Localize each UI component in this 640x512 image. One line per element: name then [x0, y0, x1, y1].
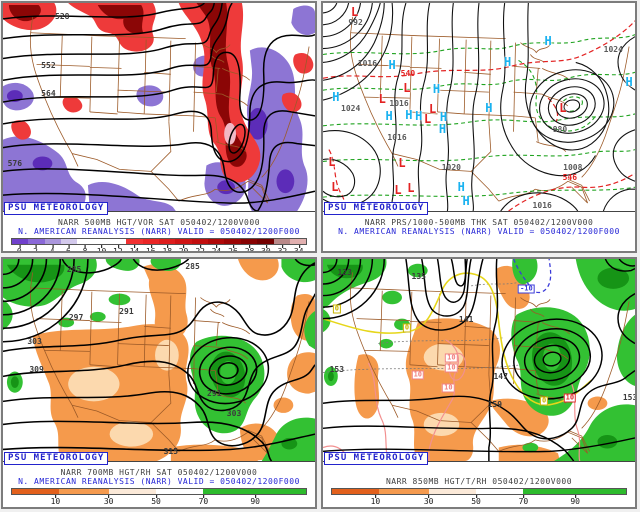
height-contours-700mb	[3, 259, 315, 461]
colorbar-segment	[523, 489, 626, 494]
colorbar-tick-label: 70	[198, 495, 209, 506]
colorbar-tick-label: 90	[570, 495, 581, 506]
colorbar-tick-label: 90	[250, 495, 261, 506]
colorbar-segment	[44, 239, 62, 244]
intermediate-contours	[323, 281, 521, 373]
psu-badge: PSU METEOROLOGY	[4, 452, 109, 465]
colorbar-tick-label: 16	[146, 245, 156, 251]
psu-badge: PSU METEOROLOGY	[324, 452, 429, 465]
colorbar-ticks: 0 2 4 6 8 10 12 14 16 18 20 22 24 26 28 30 32 34	[11, 245, 307, 251]
caption-line2: N. AMERICAN REANALYSIS (NARR) VALID = 05…	[338, 227, 620, 236]
colorbar-segment	[156, 489, 204, 494]
colorbar-segment	[175, 239, 192, 244]
colorbar-tick-label: 50	[471, 495, 481, 506]
vorticity-fill-purple-core	[6, 90, 295, 195]
colorbar-segment	[476, 489, 524, 494]
colorbar-tick-label: 14	[130, 245, 139, 251]
colorbar-tick-label: 30	[103, 495, 114, 506]
colorbar	[11, 488, 307, 495]
colorbar-segment	[61, 239, 78, 244]
colorbar-segment	[93, 239, 111, 244]
colorbar-tick-label: 24	[212, 245, 221, 251]
colorbar-tick-label: 34	[294, 245, 304, 251]
colorbar-ticks: 10 30 50 70 90	[331, 495, 627, 507]
map-pressure: 992 1016 1024 1016 1016 1024 1020 1008 980 1016 54…	[323, 3, 635, 215]
colorbar-tick-label: 32	[278, 245, 287, 251]
isobars	[323, 3, 635, 211]
colorbar-segment	[12, 489, 60, 494]
caption-line1: NARR 850MB HGT/T/RH 050402/1200V000	[385, 477, 573, 486]
colorbar-segment	[159, 239, 176, 244]
colorbar-segment	[208, 239, 225, 244]
colorbar-tick-label: 28	[245, 245, 254, 251]
map-canvas-850mb	[323, 259, 635, 461]
map-canvas-pressure	[323, 3, 635, 211]
colorbar-segment	[12, 239, 29, 244]
colorbar	[331, 488, 627, 495]
colorbar-segment	[429, 489, 477, 494]
colorbar-tick-label: 8	[83, 245, 87, 251]
colorbar-tick-label: 10	[50, 495, 61, 506]
colorbar-tick-label: 18	[162, 245, 172, 251]
caption-line1: NARR PRS/1000-500MB THK SAT 050402/1200V…	[364, 218, 594, 227]
colorbar-segment	[126, 239, 143, 244]
colorbar-tick-label: 0	[17, 245, 22, 251]
colorbar-tick-label: 50	[151, 495, 161, 506]
map-700mb: 285 285 291 297 303 309 291 303 315 PSU METEOROL…	[3, 259, 315, 465]
colorbar-segment	[142, 239, 160, 244]
colorbar-segment	[191, 239, 209, 244]
colorbar-tick-label: 12	[113, 245, 123, 251]
colorbar-segment	[110, 239, 127, 244]
psu-badge: PSU METEOROLOGY	[324, 202, 429, 215]
colorbar-segment	[109, 489, 157, 494]
colorbar-segment	[257, 239, 274, 244]
colorbar-tick-label: 4	[50, 245, 55, 251]
colorbar-tick-label: 30	[423, 495, 434, 506]
colorbar	[11, 238, 307, 245]
colorbar-tick-label: 2	[33, 245, 38, 251]
panel-700mb-hgt-rh: 285 285 291 297 303 309 291 303 315 PSU METEOROL…	[1, 257, 317, 509]
caption-line1: NARR 700MB HGT/RH SAT 050402/1200V000	[60, 468, 258, 477]
colorbar-tick-label: 10	[97, 245, 106, 251]
vorticity-fill-purple	[3, 5, 315, 211]
map-canvas-700mb	[3, 259, 315, 461]
colorbar-segment	[77, 239, 94, 244]
height-contours-850mb	[323, 259, 635, 461]
colorbar-segment	[379, 489, 429, 494]
colorbar-tick-label: 30	[261, 245, 271, 251]
panel-surface-pressure-thickness: 992 1016 1024 1016 1016 1024 1020 1008 980 1016 54…	[321, 1, 637, 253]
colorbar-segment	[240, 239, 258, 244]
colorbar-segment	[289, 239, 307, 244]
colorbar-tick-label: 26	[228, 245, 238, 251]
psu-badge: PSU METEOROLOGY	[4, 202, 109, 215]
colorbar-segment	[203, 489, 306, 494]
colorbar-tick-label: 22	[195, 245, 205, 251]
panel-850mb-hgt-t-rh: 123 135 141 147 153 153 159 0 0 0 10 10 10 10 10 -10 PS…	[321, 257, 637, 509]
colorbar-ticks: 10 30 50 70 90	[11, 495, 307, 507]
colorbar-segment	[28, 239, 45, 244]
map-850mb: 123 135 141 147 153 153 159 0 0 0 10 10 10 10 10 -10 PS…	[323, 259, 635, 465]
rh-fill-light-orange	[68, 339, 179, 447]
caption-line2: N. AMERICAN REANALYSIS (NARR) VALID = 05…	[18, 227, 300, 236]
colorbar-tick-label: 70	[518, 495, 529, 506]
height-contours-500mb	[3, 3, 315, 211]
panel-500mb-hgt-vor: 528 552 564 576 PSU METEOROLOGY NARR 500MB …	[1, 1, 317, 253]
map-canvas-500mb	[3, 3, 315, 211]
colorbar-tick-label: 20	[179, 245, 188, 251]
isotherm-minus10c-blue	[512, 259, 552, 294]
map-500mb: 528 552 564 576 PSU METEOROLOGY	[3, 3, 315, 215]
colorbar-segment	[224, 239, 241, 244]
colorbar-segment	[59, 489, 109, 494]
colorbar-tick-label: 10	[370, 495, 381, 506]
caption-line2: N. AMERICAN REANALYSIS (NARR) VALID = 05…	[18, 477, 300, 486]
colorbar-segment	[273, 239, 290, 244]
vort-center-hole	[224, 122, 237, 145]
caption-line1: NARR 500MB HGT/VOR SAT 050402/1200V000	[57, 218, 261, 227]
colorbar-tick-label: 6	[66, 245, 71, 251]
rh-fill-dark-green	[6, 264, 298, 450]
colorbar-segment	[332, 489, 380, 494]
